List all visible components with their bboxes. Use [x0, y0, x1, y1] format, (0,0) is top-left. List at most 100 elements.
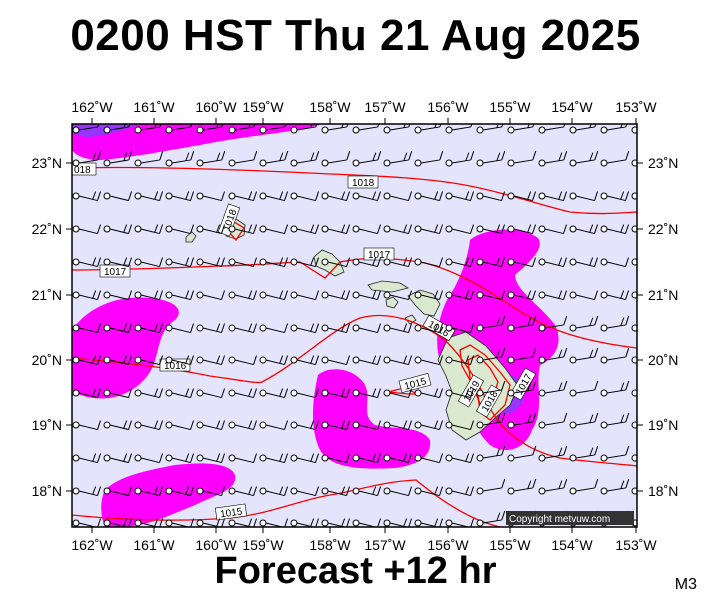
wind-barb — [290, 290, 319, 301]
wind-barb — [321, 224, 350, 235]
wind-barb — [321, 124, 349, 134]
wind-barb — [165, 388, 194, 399]
wind-barb — [538, 224, 567, 235]
wind-barb — [290, 453, 319, 464]
wind-barb — [103, 388, 132, 399]
wind-barb — [228, 224, 257, 235]
wind-barb — [228, 124, 256, 134]
wind-barb — [476, 510, 506, 527]
wind-barb — [476, 224, 505, 235]
wind-barb — [196, 323, 225, 334]
precip-area-nw — [72, 124, 322, 160]
wind-barb — [290, 224, 319, 235]
wind-barb — [196, 124, 224, 134]
lon-label-top: 156˚W — [427, 99, 469, 115]
wind-barb — [507, 257, 536, 268]
wind-barb — [600, 150, 630, 167]
wind-barb — [569, 124, 597, 134]
island-molokai — [367, 280, 410, 293]
wind-barb — [445, 453, 474, 464]
wind-barb — [414, 323, 443, 334]
wind-barb — [165, 453, 194, 464]
wind-barb — [569, 257, 598, 268]
wind-barb — [72, 191, 101, 202]
wind-barb — [165, 355, 194, 366]
wind-barb — [600, 191, 629, 202]
wind-barb — [103, 453, 132, 464]
lon-label-bottom: 153˚W — [615, 537, 657, 553]
isobar-1015-inner — [459, 344, 511, 421]
wind-barb — [507, 445, 537, 462]
wind-barb — [383, 453, 412, 464]
wind-barb — [228, 355, 257, 366]
wind-barb — [134, 355, 163, 366]
lon-label-bottom: 158˚W — [309, 537, 351, 553]
precip-area-southwest — [101, 463, 236, 527]
wind-barb — [259, 323, 288, 334]
wind-barb — [476, 150, 506, 167]
wind-barb — [228, 323, 257, 334]
wind-barb — [290, 150, 320, 167]
wind-barb — [569, 412, 599, 429]
lat-label-left: 19˚N — [32, 417, 62, 433]
wind-barb — [321, 388, 350, 399]
wind-barb — [352, 355, 381, 366]
wind-barb — [507, 224, 536, 235]
wind-barb — [445, 355, 474, 366]
wind-barb — [414, 224, 443, 235]
wind-barb — [631, 192, 637, 200]
island-oahu — [313, 249, 345, 277]
wind-barb — [414, 355, 443, 366]
wind-barb — [569, 315, 599, 332]
wind-barb — [72, 355, 101, 366]
wind-barb — [196, 355, 225, 366]
wind-barb — [352, 124, 380, 134]
lon-label-bottom: 162˚W — [71, 537, 113, 553]
wind-barb — [631, 159, 637, 167]
wind-barb — [103, 224, 132, 235]
lon-label-bottom: 157˚W — [364, 537, 406, 553]
wind-barb — [134, 323, 163, 334]
wind-barb — [600, 347, 630, 364]
wind-barb — [290, 124, 318, 134]
wind-barb — [103, 290, 132, 301]
wind-barb — [196, 150, 226, 167]
wind-barb — [631, 389, 637, 397]
wind-barb — [228, 150, 258, 167]
wind-barb — [228, 290, 257, 301]
wind-barb — [259, 224, 288, 235]
wind-barb — [352, 420, 381, 431]
wind-barb — [538, 290, 567, 301]
wind-barb — [445, 486, 474, 497]
wind-barb — [290, 257, 319, 268]
wind-barb — [352, 290, 381, 301]
wind-barb — [72, 486, 101, 497]
wind-barb — [476, 445, 506, 462]
wind-barb — [414, 388, 443, 399]
wind-barb — [321, 420, 350, 431]
wind-barb — [631, 324, 637, 332]
wind-barb — [290, 191, 319, 202]
wind-barb — [165, 486, 194, 497]
wind-barb — [383, 323, 412, 334]
wind-barb — [569, 478, 599, 495]
wind-barb — [72, 420, 101, 431]
wind-barb — [321, 257, 350, 268]
wind-barb — [600, 124, 628, 134]
wind-barb — [352, 257, 381, 268]
wind-barb — [228, 388, 257, 399]
wind-barb — [569, 150, 599, 167]
wind-barb — [507, 124, 535, 134]
wind-barb — [352, 224, 381, 235]
wind-barb — [103, 191, 132, 202]
wind-barb — [631, 126, 637, 134]
wind-barb — [383, 388, 412, 399]
wind-barb — [259, 453, 288, 464]
isobar-label-1016: 1016 — [164, 361, 187, 372]
wind-barb — [631, 225, 637, 233]
wind-barb — [196, 290, 225, 301]
wind-barb — [538, 191, 567, 202]
wind-barb — [228, 486, 257, 497]
wind-barb — [228, 191, 257, 202]
wind-barb — [259, 191, 288, 202]
